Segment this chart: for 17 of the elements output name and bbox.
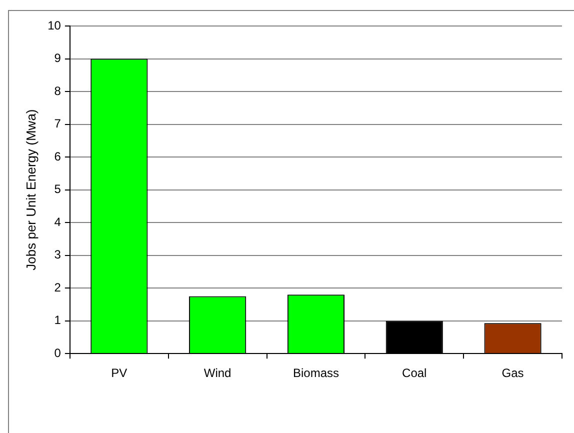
y-tick-label: 1 [54,313,62,328]
x-tick-label: Wind [204,366,232,380]
y-axis-title: Jobs per Unit Energy (Mwa) [23,109,38,270]
x-tick-label: Gas [502,366,524,380]
y-tick-label: 8 [54,84,62,98]
y-tick-label: 10 [48,18,62,32]
x-tick-label: Biomass [292,366,339,380]
x-tick-label: PV [111,366,128,380]
y-tick-label: 6 [54,149,62,164]
y-tick-label: 5 [54,182,62,196]
y-tick-label: 9 [54,51,62,66]
x-tick-label: Coal [402,366,427,380]
y-tick-label: 0 [54,346,62,360]
y-tick-label: 7 [54,116,62,131]
y-tick-label: 4 [54,214,62,229]
y-tick-label: 3 [54,248,62,262]
y-tick-label: 2 [54,280,62,294]
